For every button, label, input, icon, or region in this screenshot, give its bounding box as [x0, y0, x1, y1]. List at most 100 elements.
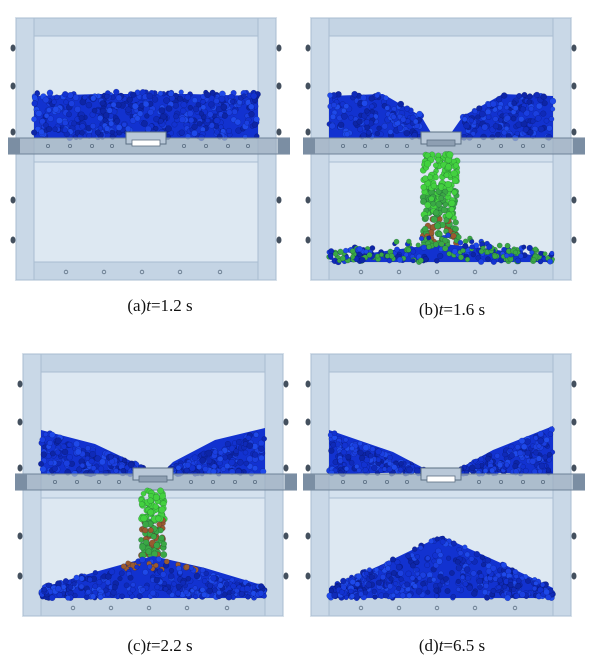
- particle: [440, 206, 448, 214]
- particle: [444, 180, 452, 188]
- particle: [217, 582, 224, 589]
- particle: [71, 120, 77, 127]
- particle: [120, 563, 127, 570]
- particle: [398, 460, 404, 467]
- rivet-left: [305, 236, 311, 244]
- particle: [490, 258, 497, 265]
- panel-c: [15, 350, 297, 622]
- particle: [504, 594, 511, 602]
- rivet-left: [305, 418, 311, 426]
- particle: [485, 568, 493, 575]
- particle: [436, 231, 443, 238]
- particle: [500, 562, 507, 569]
- particle: [127, 574, 134, 581]
- particle: [450, 540, 457, 547]
- particle-bed: [326, 535, 556, 602]
- particle: [415, 242, 421, 248]
- particle: [446, 251, 452, 257]
- particle: [42, 96, 50, 104]
- plate-bolt: [540, 479, 545, 484]
- particle: [105, 573, 112, 580]
- particle: [134, 115, 141, 122]
- simulation-box-d: [303, 353, 585, 617]
- base-bolt: [63, 269, 69, 275]
- plate-end-right: [285, 474, 297, 490]
- particle: [328, 447, 335, 454]
- particle: [234, 118, 242, 126]
- particle: [97, 114, 104, 122]
- particle: [428, 538, 435, 544]
- particle: [478, 573, 484, 579]
- particle: [340, 112, 348, 120]
- base-bolt: [396, 269, 402, 275]
- plate-end-right: [573, 138, 585, 154]
- particle: [251, 121, 259, 128]
- particle: [328, 587, 334, 594]
- particle: [171, 581, 177, 587]
- particle: [504, 462, 510, 468]
- particle: [411, 546, 418, 552]
- rivet-left: [17, 418, 23, 426]
- particle: [497, 105, 503, 111]
- particle: [40, 451, 47, 458]
- particle: [211, 463, 218, 470]
- particle: [365, 129, 372, 136]
- particle: [375, 448, 382, 455]
- particle: [366, 252, 373, 258]
- plate-bolt: [181, 143, 186, 148]
- particle: [452, 225, 459, 233]
- particle: [31, 116, 38, 123]
- particle-bed: [326, 232, 555, 266]
- particle: [201, 578, 208, 584]
- base-bolt: [358, 605, 364, 611]
- particle: [454, 559, 461, 565]
- particle: [537, 430, 544, 438]
- particle: [357, 252, 363, 258]
- particle: [142, 100, 150, 108]
- caption-d-label: (d): [418, 636, 439, 655]
- particle: [351, 90, 358, 98]
- base-bolt: [224, 605, 230, 611]
- bottom-bevel: [14, 261, 278, 281]
- particle: [210, 574, 217, 582]
- particle: [465, 575, 471, 582]
- rivet-left: [305, 128, 311, 136]
- particle: [188, 565, 195, 571]
- plate-bolt: [188, 479, 193, 484]
- particle: [169, 592, 175, 598]
- particle: [97, 594, 104, 601]
- particle: [405, 570, 412, 577]
- particle: [349, 248, 356, 254]
- particle: [143, 539, 150, 546]
- particle: [158, 534, 165, 542]
- particle: [478, 258, 485, 265]
- base-bolt: [434, 269, 440, 275]
- particle: [134, 564, 140, 570]
- particle: [375, 253, 380, 259]
- caption-b-label: (b): [418, 300, 439, 319]
- particle: [369, 103, 375, 110]
- particle: [412, 118, 419, 125]
- particle: [129, 586, 136, 593]
- particle: [549, 250, 555, 256]
- particle: [533, 91, 541, 99]
- particle: [66, 441, 73, 448]
- particle: [421, 225, 429, 233]
- particle: [416, 110, 423, 118]
- particle: [397, 124, 404, 131]
- particle: [547, 431, 554, 437]
- particle: [218, 95, 226, 103]
- particle: [196, 464, 203, 470]
- particle: [201, 591, 208, 598]
- particle: [31, 129, 38, 136]
- particle: [117, 576, 123, 582]
- particle: [543, 117, 550, 124]
- particle: [329, 122, 336, 130]
- particle: [449, 570, 455, 576]
- caption-b-var: t: [438, 300, 444, 319]
- lower-heap: [329, 536, 553, 598]
- plate-bolt: [520, 479, 525, 484]
- particle: [537, 468, 543, 474]
- particle: [230, 583, 237, 590]
- particle: [206, 587, 213, 595]
